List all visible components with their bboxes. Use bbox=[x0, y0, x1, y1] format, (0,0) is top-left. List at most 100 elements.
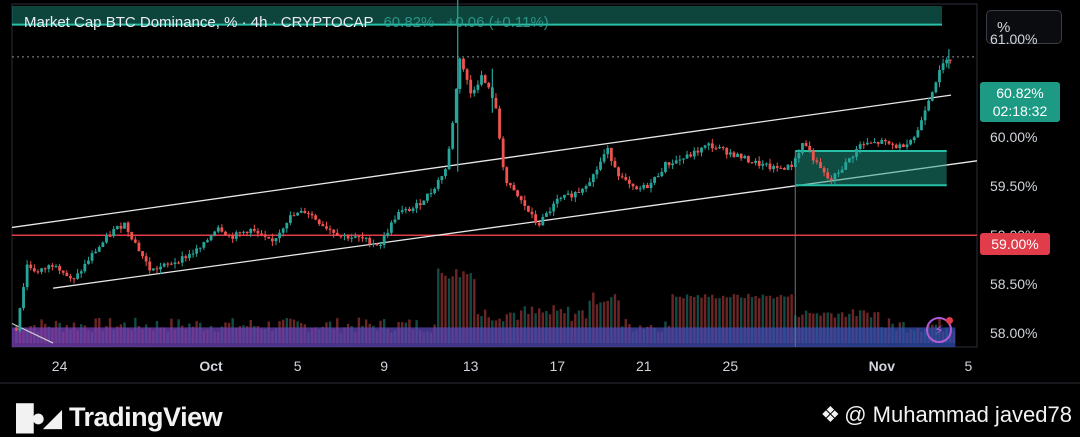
candle-body bbox=[472, 89, 476, 94]
volume-bar bbox=[729, 297, 732, 343]
candle-body bbox=[238, 232, 242, 234]
candle-body bbox=[609, 147, 613, 161]
time-tick-label: 5 bbox=[964, 358, 973, 374]
volume-bar bbox=[700, 297, 703, 343]
candle-body bbox=[281, 228, 285, 233]
candle-body bbox=[451, 122, 455, 149]
candle-body bbox=[508, 183, 512, 186]
volume-bar bbox=[851, 309, 855, 343]
candle-body bbox=[519, 196, 523, 201]
candle-body bbox=[94, 251, 98, 254]
volume-bar bbox=[483, 309, 487, 343]
candle-body bbox=[505, 167, 509, 184]
candle-body bbox=[678, 159, 682, 161]
candle-body bbox=[887, 141, 891, 144]
candle-body bbox=[444, 169, 447, 177]
percent-scale-button[interactable]: % bbox=[986, 10, 1062, 44]
header-last-value: 60.82% bbox=[383, 14, 435, 31]
candle-body bbox=[754, 160, 757, 163]
volume-bar bbox=[768, 295, 772, 343]
candle-body bbox=[144, 256, 148, 262]
chart-header: Market Cap BTC Dominance, % · 4h · CRYPT… bbox=[24, 14, 549, 31]
lightning-alert-icon[interactable]: ⚡ bbox=[926, 317, 952, 343]
candle-body bbox=[426, 193, 429, 201]
candle-body bbox=[559, 197, 563, 199]
candle-body bbox=[573, 192, 577, 198]
symbol-title[interactable]: Market Cap BTC Dominance, % · 4h · CRYPT… bbox=[24, 14, 374, 31]
volume-bar bbox=[858, 310, 862, 343]
diamond-icon: ❖ bbox=[820, 402, 841, 427]
candle-body bbox=[83, 263, 87, 272]
volume-bar bbox=[588, 300, 591, 343]
candle-body bbox=[389, 222, 393, 233]
candle-body bbox=[32, 268, 36, 272]
candle-body bbox=[664, 162, 667, 172]
candle-body bbox=[249, 228, 253, 234]
volume-bar bbox=[678, 296, 682, 343]
volume-bar bbox=[682, 298, 685, 343]
volume-bar bbox=[696, 295, 700, 343]
volume-bar bbox=[757, 298, 761, 343]
candle-body bbox=[18, 308, 22, 331]
volume-bar bbox=[559, 308, 563, 343]
candle-body bbox=[930, 92, 934, 101]
price-tick-label: 58.50% bbox=[990, 276, 1038, 293]
candle-body bbox=[938, 70, 941, 83]
candle-body bbox=[292, 215, 296, 217]
candle-body bbox=[822, 168, 826, 173]
candle-body bbox=[325, 226, 328, 229]
candle-body bbox=[656, 176, 660, 178]
candle-body bbox=[617, 167, 620, 177]
candle-body bbox=[743, 156, 747, 159]
volume-bar bbox=[671, 294, 674, 343]
volume-bar bbox=[462, 271, 465, 343]
volume-base-band bbox=[12, 327, 956, 347]
volume-bar bbox=[592, 292, 595, 343]
candle-body bbox=[256, 230, 260, 234]
candle-body bbox=[862, 144, 866, 146]
candle-body bbox=[811, 150, 815, 161]
candle-body bbox=[829, 178, 833, 181]
volume-bar bbox=[862, 310, 865, 343]
candle-body bbox=[119, 226, 123, 229]
volume-bar bbox=[772, 298, 775, 343]
candle-body bbox=[627, 179, 631, 184]
candle-body bbox=[274, 238, 278, 242]
volume-bar bbox=[523, 306, 526, 343]
candle-body bbox=[303, 210, 307, 214]
candle-body bbox=[746, 156, 750, 163]
tradingview-brand: █●◢ TradingView bbox=[16, 402, 223, 433]
candle-body bbox=[97, 247, 101, 252]
candle-body bbox=[180, 256, 184, 263]
candle-body bbox=[270, 238, 274, 242]
candle-body bbox=[537, 222, 541, 226]
candle-body bbox=[804, 143, 808, 146]
candle-body bbox=[869, 142, 873, 144]
volume-bar bbox=[577, 310, 581, 343]
candle-body bbox=[602, 154, 606, 162]
candle-body bbox=[353, 236, 357, 238]
candle-body bbox=[260, 233, 263, 235]
candle-body bbox=[642, 184, 646, 189]
volume-bar bbox=[458, 277, 462, 343]
candle-body bbox=[880, 139, 884, 144]
volume-bar bbox=[440, 272, 444, 343]
volume-bar bbox=[599, 302, 602, 343]
candle-body bbox=[606, 147, 610, 155]
support-level-badge: 59.00% bbox=[980, 233, 1050, 255]
candle-body bbox=[58, 266, 62, 271]
candle-body bbox=[512, 185, 516, 191]
volume-bar bbox=[750, 297, 754, 343]
volume-bar bbox=[538, 308, 541, 343]
candle-body bbox=[790, 164, 794, 167]
candle-body bbox=[105, 235, 108, 243]
candle-body bbox=[357, 236, 361, 238]
candle-body bbox=[768, 163, 772, 170]
candle-body bbox=[718, 147, 721, 149]
candle-body bbox=[865, 142, 869, 145]
candle-body bbox=[173, 262, 177, 264]
candle-body bbox=[198, 247, 202, 249]
volume-bar bbox=[530, 306, 534, 343]
